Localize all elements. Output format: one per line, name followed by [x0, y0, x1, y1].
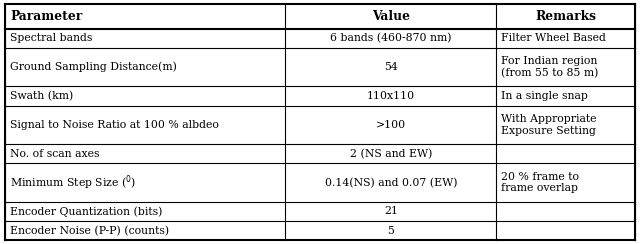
Text: 54: 54	[384, 62, 397, 72]
Text: With Appropriate
Exposure Setting: With Appropriate Exposure Setting	[502, 114, 597, 136]
Text: No. of scan axes: No. of scan axes	[10, 149, 100, 159]
Text: Value: Value	[372, 10, 410, 23]
Text: For Indian region
(from 55 to 85 m): For Indian region (from 55 to 85 m)	[502, 56, 599, 78]
Text: Ground Sampling Distance(m): Ground Sampling Distance(m)	[10, 62, 177, 72]
Text: In a single snap: In a single snap	[502, 91, 588, 101]
Text: Spectral bands: Spectral bands	[10, 33, 93, 43]
Text: >100: >100	[376, 120, 406, 130]
Text: 6 bands (460-870 nm): 6 bands (460-870 nm)	[330, 33, 452, 43]
Text: Filter Wheel Based: Filter Wheel Based	[502, 33, 606, 43]
Text: 20 % frame to
frame overlap: 20 % frame to frame overlap	[502, 172, 579, 193]
Text: Remarks: Remarks	[535, 10, 596, 23]
Text: Parameter: Parameter	[10, 10, 83, 23]
Text: Signal to Noise Ratio at 100 % albdeo: Signal to Noise Ratio at 100 % albdeo	[10, 120, 219, 130]
Text: 2 (NS and EW): 2 (NS and EW)	[349, 149, 432, 159]
Text: Encoder Quantization (bits): Encoder Quantization (bits)	[10, 206, 163, 217]
Text: Swath (km): Swath (km)	[10, 91, 74, 101]
Text: 0.14(NS) and 0.07 (EW): 0.14(NS) and 0.07 (EW)	[324, 177, 457, 188]
Text: Encoder Noise (P-P) (counts): Encoder Noise (P-P) (counts)	[10, 225, 170, 236]
Text: 110x110: 110x110	[367, 91, 415, 101]
Text: Minimum Step Size ($^{0}$): Minimum Step Size ($^{0}$)	[10, 173, 136, 192]
Text: 21: 21	[384, 206, 398, 216]
Text: 5: 5	[387, 226, 394, 236]
